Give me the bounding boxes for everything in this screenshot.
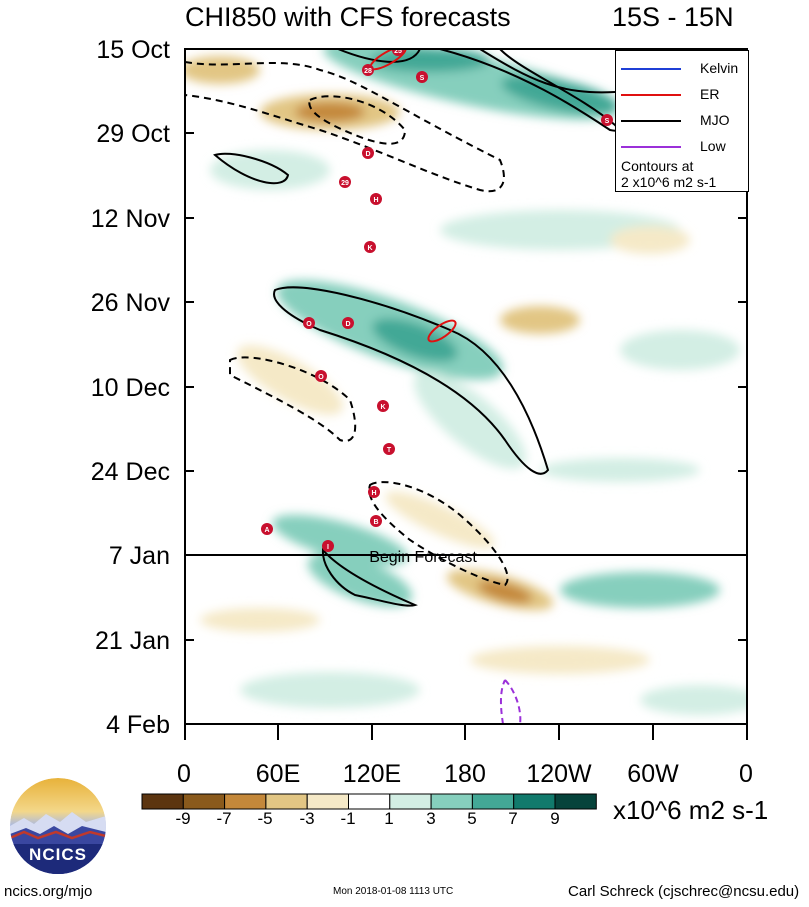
- colorbar-label: -5: [257, 809, 273, 828]
- svg-text:T: T: [387, 447, 392, 454]
- svg-text:H: H: [373, 197, 378, 204]
- svg-text:B: B: [373, 519, 378, 526]
- x-tick-label: 180: [444, 760, 486, 788]
- legend-item-mjo: MJO: [616, 111, 748, 131]
- colorbar-label: 9: [550, 809, 560, 828]
- svg-text:28: 28: [364, 68, 372, 75]
- storm-marker: I: [322, 540, 334, 552]
- y-tick-label: 15 Oct: [96, 36, 170, 64]
- colorbar-swatch: [554, 793, 597, 810]
- svg-text:A: A: [264, 527, 269, 534]
- colorbar-swatch: [141, 793, 184, 810]
- svg-text:O: O: [318, 374, 324, 381]
- x-tick-label: 120W: [526, 760, 592, 788]
- svg-text:K: K: [367, 245, 372, 252]
- logo-text: NCICS: [29, 845, 87, 864]
- y-tick-label: 26 Nov: [90, 289, 170, 317]
- legend-label: MJO: [700, 112, 730, 128]
- legend-item-kelvin: Kelvin: [616, 59, 748, 79]
- x-tick-label: 120E: [342, 760, 402, 788]
- colorbar-swatch: [265, 793, 308, 810]
- legend-label: ER: [700, 86, 720, 102]
- storm-marker: S: [416, 71, 428, 83]
- x-tick-label: 60W: [627, 760, 679, 788]
- storm-marker: O: [315, 370, 327, 382]
- legend: Kelvin ER MJO Low Contours at 2 x10^6 m2…: [615, 50, 749, 192]
- storm-marker: 29: [339, 176, 351, 188]
- storm-marker: O: [303, 317, 315, 329]
- colorbar-label: 1: [384, 809, 394, 828]
- forecast-label: Begin Forecast: [369, 549, 477, 566]
- svg-text:D: D: [365, 151, 370, 158]
- colorbar-label: 5: [467, 809, 477, 828]
- footer-url: ncics.org/mjo: [4, 883, 93, 900]
- storm-marker: H: [368, 486, 380, 498]
- x-ticks: [184, 724, 748, 740]
- footer-timestamp: Mon 2018-01-08 1113 UTC: [333, 886, 454, 897]
- storm-marker: 25: [392, 48, 404, 56]
- colorbar-swatch: [471, 793, 515, 810]
- colorbar-label: 3: [426, 809, 436, 828]
- legend-label: Low: [700, 138, 726, 154]
- colorbar-swatch: [306, 793, 350, 810]
- storm-marker: K: [377, 400, 389, 412]
- svg-text:S: S: [605, 118, 610, 125]
- colorbar-label: -9: [175, 809, 191, 828]
- storm-marker: D: [362, 147, 374, 159]
- y-tick-label: 10 Dec: [90, 374, 170, 402]
- storm-marker: T: [383, 443, 395, 455]
- storm-marker: H: [370, 193, 382, 205]
- svg-text:S: S: [420, 75, 425, 82]
- legend-item-low: Low: [616, 137, 748, 157]
- storm-marker: D: [342, 317, 354, 329]
- x-tick-label: 0: [177, 760, 191, 788]
- svg-text:I: I: [327, 544, 329, 551]
- chart-title: CHI850 with CFS forecasts: [185, 2, 511, 32]
- anomaly-shading: 25 28 S S D 29 H K O D O K T H A B I: [185, 48, 747, 724]
- colorbar-swatch: [348, 793, 391, 810]
- storm-markers: 25 28 S S D 29 H K O D O K T H A B I: [261, 48, 613, 552]
- y-tick-label: 7 Jan: [108, 542, 170, 570]
- svg-text:25: 25: [394, 48, 402, 55]
- colorbar-label: 7: [508, 809, 518, 828]
- storm-marker: B: [370, 515, 382, 527]
- storm-marker: S: [601, 114, 613, 126]
- svg-text:O: O: [306, 321, 312, 328]
- y-tick-label: 4 Feb: [106, 711, 170, 739]
- x-tick-label: 60E: [255, 760, 301, 788]
- y-ticks: [185, 48, 747, 641]
- y-tick-label: 21 Jan: [94, 627, 170, 655]
- y-tick-label: 24 Dec: [90, 458, 170, 486]
- colorbar-swatch: [389, 793, 432, 810]
- colorbar-label: -3: [299, 809, 315, 828]
- svg-text:29: 29: [341, 180, 349, 187]
- colorbar-swatch: [224, 793, 267, 810]
- storm-marker: 28: [362, 64, 374, 76]
- storm-marker: A: [261, 523, 273, 535]
- x-tick-label: 0: [739, 760, 753, 788]
- svg-text:K: K: [380, 404, 385, 411]
- legend-note: Contours at 2 x10^6 m2 s-1: [621, 158, 717, 190]
- legend-label: Kelvin: [700, 60, 739, 76]
- colorbar: [141, 793, 597, 810]
- colorbar-swatch: [182, 793, 226, 810]
- colorbar-swatch: [513, 793, 556, 810]
- colorbar-swatch: [430, 793, 473, 810]
- svg-text:H: H: [371, 490, 376, 497]
- y-tick-label: 12 Nov: [90, 205, 170, 233]
- region-label: 15S - 15N: [612, 2, 734, 32]
- y-tick-label: 29 Oct: [96, 120, 170, 148]
- colorbar-label: -7: [216, 809, 232, 828]
- colorbar-units: x10^6 m2 s-1: [613, 795, 769, 825]
- footer-author: Carl Schreck (cjschrec@ncsu.edu): [568, 883, 800, 900]
- ncics-logo: NCICS: [10, 778, 106, 874]
- storm-marker: K: [364, 241, 376, 253]
- legend-item-er: ER: [616, 85, 748, 105]
- svg-text:D: D: [345, 321, 350, 328]
- colorbar-label: -1: [340, 809, 356, 828]
